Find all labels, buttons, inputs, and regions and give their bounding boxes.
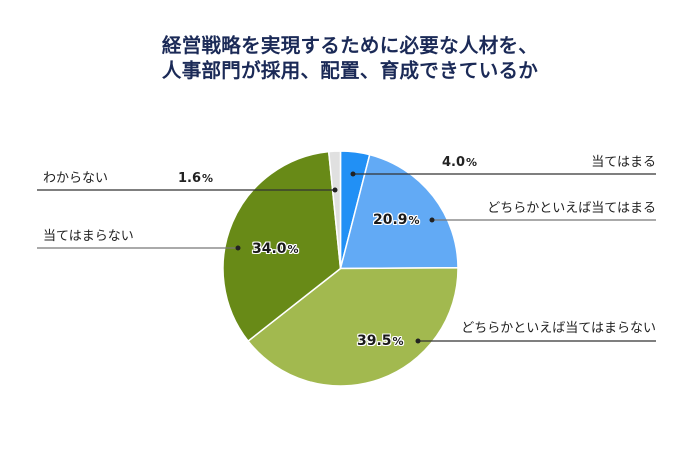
value-text: 34.0	[252, 241, 287, 257]
label-s2-value: 39.5%	[357, 333, 404, 350]
label-s3-name: 当てはまらない	[43, 229, 134, 244]
percent-sign: %	[408, 214, 420, 227]
chart-title-line-2: 人事部門が採用、配置、育成できているか	[161, 59, 539, 82]
label-s4-value: 1.6%	[178, 171, 213, 187]
label-s4-name: わからない	[43, 171, 109, 186]
percent-sign: %	[466, 156, 478, 169]
label-s1-value: 20.9%	[373, 212, 420, 229]
pie-slice-4	[327, 150, 342, 269]
value-text: 39.5	[357, 333, 392, 349]
label-s2-name: どちらかといえば当てはまらない	[461, 321, 656, 336]
label-s1-name: どちらかといえば当てはまる	[487, 201, 656, 216]
value-text: 20.9	[373, 212, 408, 228]
label-s0-value: 4.0%	[442, 155, 477, 171]
leader-lines	[37, 171, 656, 344]
chart-title: 経営戦略を実現するために必要な人材を、 人事部門が採用、配置、育成できているか	[0, 33, 700, 83]
percent-sign: %	[392, 335, 404, 348]
pie-slice-2	[247, 267, 459, 387]
value-text: 4.0	[442, 155, 466, 170]
percent-sign: %	[287, 243, 299, 256]
leader-dot-s2	[415, 338, 421, 344]
percent-sign: %	[202, 172, 214, 185]
leader-dot-s3	[235, 245, 241, 251]
chart-title-line-1: 経営戦略を実現するために必要な人材を、	[161, 34, 539, 57]
pie-slices	[222, 150, 459, 387]
value-text: 1.6	[178, 171, 202, 186]
label-s3-value: 34.0%	[252, 241, 299, 258]
pie-slice-3	[222, 150, 342, 343]
label-s0-name: 当てはまる	[591, 155, 656, 170]
leader-dot-s0	[350, 171, 356, 177]
pie-slice-1	[339, 153, 459, 270]
leader-dot-s4	[332, 187, 338, 193]
leader-dot-s1	[429, 217, 435, 223]
